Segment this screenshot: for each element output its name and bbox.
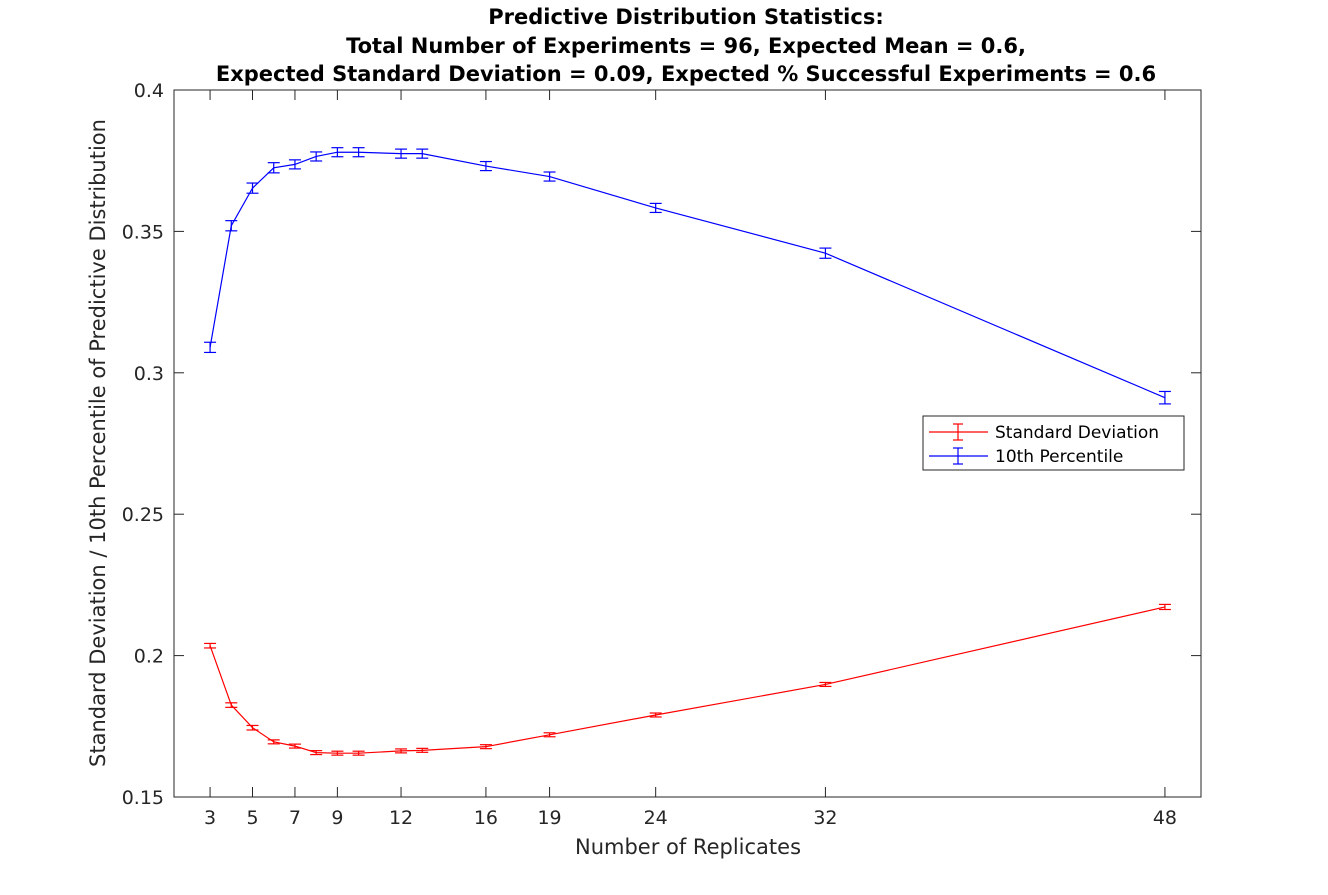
data-point bbox=[395, 148, 408, 159]
x-tick-label: 32 bbox=[813, 807, 837, 829]
x-tick-label: 5 bbox=[246, 807, 258, 829]
data-point bbox=[819, 247, 832, 259]
plot-area bbox=[173, 89, 1202, 798]
chart-title-line-2: Total Number of Experiments = 96, Expect… bbox=[346, 34, 1026, 58]
x-tick-label: 16 bbox=[474, 807, 498, 829]
chart-title: Predictive Distribution Statistics: Tota… bbox=[216, 5, 1156, 86]
x-tick-label: 9 bbox=[331, 807, 343, 829]
y-tick-label: 0.15 bbox=[122, 787, 164, 809]
data-point bbox=[543, 732, 556, 738]
data-point bbox=[479, 744, 492, 750]
y-axis: 0.15 0.2 0.25 0.3 0.35 0.4 bbox=[122, 80, 1201, 809]
data-point bbox=[331, 147, 344, 158]
data-point bbox=[416, 148, 429, 159]
data-point bbox=[310, 151, 323, 162]
data-point bbox=[1158, 603, 1171, 611]
y-tick-label: 0.35 bbox=[122, 221, 164, 243]
legend-label: 10th Percentile bbox=[995, 447, 1123, 467]
data-point bbox=[267, 162, 280, 174]
data-point bbox=[267, 739, 280, 745]
series-standard-deviation bbox=[204, 603, 1171, 756]
chart-title-line-1: Predictive Distribution Statistics: bbox=[488, 5, 883, 29]
data-point bbox=[479, 160, 492, 172]
x-tick-label: 19 bbox=[537, 807, 561, 829]
data-point bbox=[649, 712, 662, 718]
y-tick-label: 0.3 bbox=[134, 363, 164, 385]
data-point bbox=[246, 182, 259, 194]
data-point bbox=[288, 743, 301, 749]
data-point bbox=[331, 750, 344, 756]
y-tick-label: 0.4 bbox=[134, 80, 164, 102]
x-tick-label: 48 bbox=[1153, 807, 1177, 829]
data-point bbox=[288, 159, 301, 170]
data-point bbox=[204, 642, 217, 649]
series-layer bbox=[204, 147, 1171, 756]
data-point bbox=[1158, 390, 1171, 405]
data-point bbox=[246, 724, 259, 731]
x-tick-label: 12 bbox=[389, 807, 413, 829]
y-tick-label: 0.25 bbox=[122, 504, 164, 526]
data-point bbox=[819, 681, 832, 688]
data-point bbox=[204, 341, 217, 354]
data-point bbox=[352, 750, 365, 756]
legend-entry-10th-percentile: 10th Percentile bbox=[929, 447, 1123, 467]
data-point bbox=[225, 702, 238, 708]
data-point bbox=[649, 202, 662, 214]
series-line bbox=[209, 606, 1166, 754]
data-point bbox=[416, 747, 429, 753]
x-tick-label: 3 bbox=[204, 807, 216, 829]
series-10th-percentile bbox=[204, 147, 1171, 405]
y-axis-label: Standard Deviation / 10th Percentile of … bbox=[86, 119, 110, 767]
chart-title-line-3: Expected Standard Deviation = 0.09, Expe… bbox=[216, 62, 1156, 86]
x-axis-label: Number of Replicates bbox=[575, 835, 801, 859]
data-point bbox=[225, 220, 238, 232]
x-axis: 3 5 7 9 12 16 19 24 32 48 bbox=[204, 90, 1177, 829]
x-tick-label: 7 bbox=[289, 807, 301, 829]
legend: Standard Deviation 10th Percentile bbox=[922, 415, 1185, 471]
legend-label: Standard Deviation bbox=[995, 423, 1159, 443]
data-point bbox=[543, 171, 556, 182]
legend-box bbox=[922, 415, 1185, 471]
data-point bbox=[395, 748, 408, 754]
series-line bbox=[209, 151, 1166, 399]
data-point bbox=[352, 147, 365, 158]
data-point bbox=[310, 750, 323, 756]
x-tick-label: 24 bbox=[644, 807, 668, 829]
y-tick-label: 0.2 bbox=[134, 646, 164, 668]
legend-entry-standard-deviation: Standard Deviation bbox=[929, 423, 1159, 443]
